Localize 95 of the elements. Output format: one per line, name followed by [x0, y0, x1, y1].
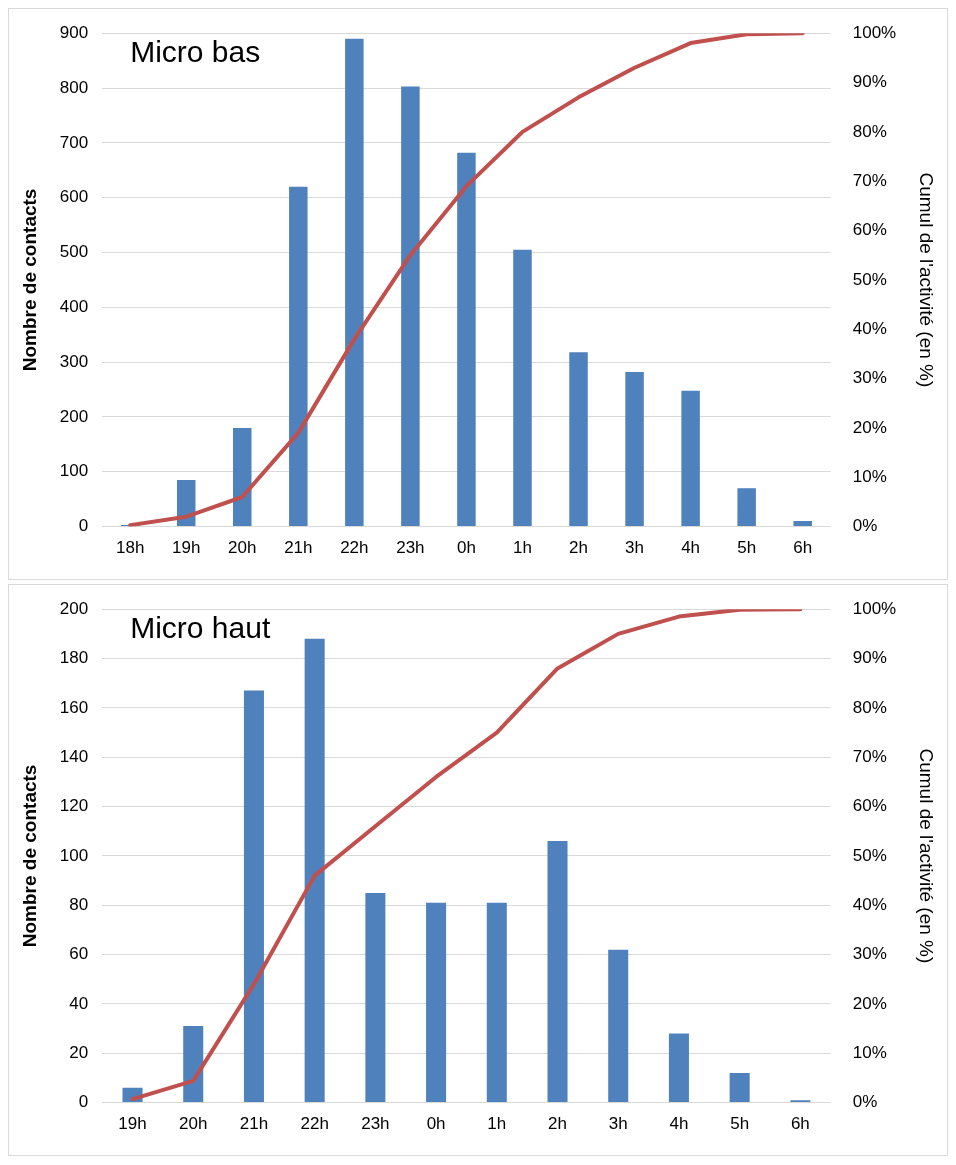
- x-tick-label: 0h: [426, 1114, 446, 1134]
- bar: [243, 690, 264, 1103]
- x-tick-label: 18h: [116, 538, 145, 558]
- bar: [365, 892, 386, 1103]
- bar: [729, 1073, 750, 1103]
- x-tick-label: 1h: [513, 538, 532, 558]
- y2-tick-label: 0%: [852, 1092, 878, 1112]
- x-tick-label: 2h: [569, 538, 588, 558]
- y2-tick-label: 60%: [852, 796, 887, 816]
- y2-tick-label: 40%: [852, 318, 887, 338]
- y2-tick-label: 100%: [852, 598, 897, 618]
- y2-tick-label: 10%: [852, 1042, 887, 1062]
- x-tick-label: 21h: [239, 1114, 269, 1134]
- x-tick-label: 2h: [548, 1114, 567, 1134]
- x-tick-label: 5h: [737, 538, 757, 558]
- bar: [608, 949, 629, 1103]
- bar: [345, 38, 364, 527]
- y-tick-label: 900: [59, 22, 89, 42]
- y-tick-label: 800: [59, 77, 89, 97]
- x-tick-label: 19h: [118, 1114, 147, 1134]
- x-tick-label: 3h: [608, 1114, 628, 1134]
- bar: [668, 1033, 689, 1103]
- x-tick-label: 19h: [172, 538, 201, 558]
- y-tick-label: 600: [59, 187, 89, 207]
- bar: [737, 488, 756, 527]
- y-axis-title: Nombre de contacts: [18, 188, 40, 372]
- y2-tick-label: 90%: [852, 648, 887, 668]
- y-tick-label: 40: [69, 993, 89, 1013]
- y-tick-label: 100: [59, 845, 89, 865]
- y2-axis-title: Cumul de l'activité (en %): [916, 172, 938, 388]
- y2-tick-label: 30%: [852, 944, 887, 964]
- bar: [569, 352, 588, 527]
- bar: [304, 638, 325, 1103]
- y2-tick-label: 0%: [852, 516, 878, 536]
- y-tick-label: 120: [59, 796, 89, 816]
- y-tick-label: 200: [59, 406, 89, 426]
- bar: [486, 902, 507, 1103]
- y-tick-label: 200: [59, 598, 89, 618]
- x-tick-label: 6h: [790, 1114, 810, 1134]
- y-tick-label: 100: [59, 461, 89, 481]
- y2-tick-label: 90%: [852, 72, 887, 92]
- x-tick-label: 23h: [396, 538, 425, 558]
- bar: [426, 902, 447, 1103]
- y-tick-label: 0: [78, 1092, 89, 1112]
- y-tick-label: 500: [59, 242, 89, 262]
- bar: [183, 1026, 204, 1103]
- bar: [513, 249, 532, 527]
- y2-tick-label: 70%: [852, 746, 887, 766]
- bar: [289, 186, 308, 527]
- y2-tick-label: 50%: [852, 269, 887, 289]
- y2-tick-label: 80%: [852, 697, 887, 717]
- x-tick-label: 4h: [681, 538, 701, 558]
- bar: [233, 427, 252, 527]
- y2-tick-label: 70%: [852, 170, 887, 190]
- y2-tick-label: 60%: [852, 220, 887, 240]
- y-tick-label: 20: [69, 1042, 89, 1062]
- y2-tick-label: 20%: [852, 417, 887, 437]
- y2-tick-label: 10%: [852, 466, 887, 486]
- x-tick-label: 20h: [228, 538, 257, 558]
- x-tick-label: 21h: [284, 538, 313, 558]
- x-tick-label: 22h: [340, 538, 369, 558]
- y-tick-label: 160: [59, 697, 89, 717]
- x-tick-label: 23h: [361, 1114, 390, 1134]
- x-tick-label: 22h: [300, 1114, 329, 1134]
- y2-tick-label: 30%: [852, 368, 887, 388]
- x-tick-label: 6h: [793, 538, 813, 558]
- y-tick-label: 140: [59, 746, 89, 766]
- chart-title: Micro bas: [130, 35, 261, 69]
- y-tick-label: 180: [59, 648, 89, 668]
- y2-axis-title: Cumul de l'activité (en %): [916, 748, 938, 964]
- y2-tick-label: 80%: [852, 121, 887, 141]
- x-tick-label: 5h: [730, 1114, 750, 1134]
- y-tick-label: 0: [78, 516, 89, 536]
- y-tick-label: 400: [59, 297, 89, 316]
- y-tick-label: 80: [69, 894, 89, 914]
- bar: [457, 152, 476, 527]
- x-tick-label: 20h: [179, 1114, 208, 1134]
- y2-tick-label: 100%: [852, 22, 897, 42]
- bar: [793, 521, 812, 527]
- y-tick-label: 300: [59, 351, 89, 371]
- y2-tick-label: 50%: [852, 845, 887, 865]
- chart-title: Micro haut: [130, 611, 271, 645]
- y-axis-title: Nombre de contacts: [18, 764, 40, 948]
- x-tick-label: 3h: [625, 538, 645, 558]
- y2-tick-label: 20%: [852, 993, 887, 1013]
- x-tick-label: 4h: [669, 1114, 689, 1134]
- bar: [401, 86, 420, 527]
- x-tick-label: 1h: [487, 1114, 507, 1134]
- bar: [625, 372, 644, 527]
- bar: [681, 390, 700, 527]
- y-tick-label: 700: [59, 132, 89, 152]
- y-tick-label: 60: [69, 944, 89, 964]
- y2-tick-label: 40%: [852, 894, 887, 914]
- x-tick-label: 0h: [456, 538, 476, 558]
- bar: [547, 841, 568, 1103]
